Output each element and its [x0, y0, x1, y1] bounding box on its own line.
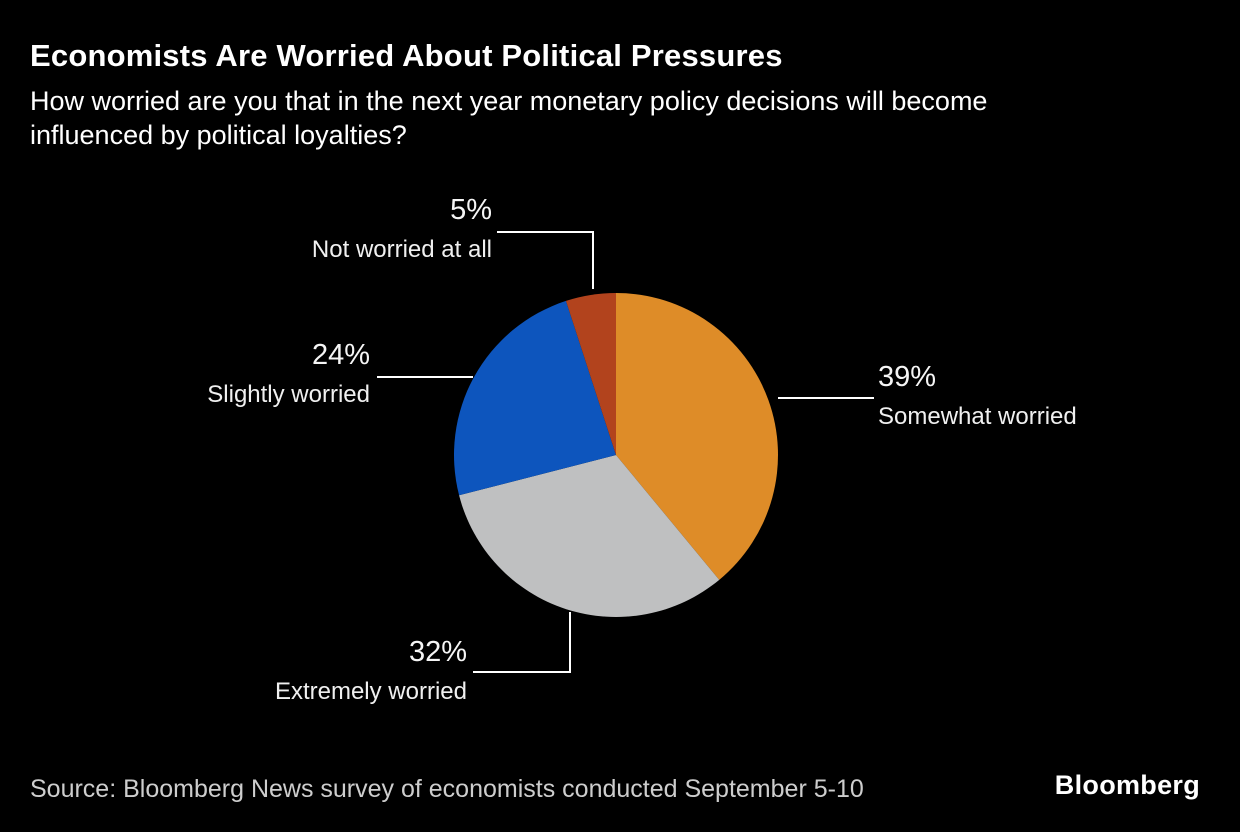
callout-somewhat-worried: 39% Somewhat worried — [878, 361, 1077, 431]
callout-label: Somewhat worried — [878, 403, 1077, 430]
callout-label: Extremely worried — [274, 678, 467, 705]
source-note: Source: Bloomberg News survey of economi… — [30, 775, 864, 803]
callout-extremely-worried: 32% Extremely worried — [275, 636, 467, 706]
leader-line-extremely-worried-vertical — [569, 612, 571, 673]
chart-title: Economists Are Worried About Political P… — [30, 38, 783, 73]
leader-line-not-worried-horizontal — [497, 231, 593, 233]
bloomberg-logo: Bloomberg — [1054, 770, 1200, 800]
pie-slice-somewhat-worried — [616, 293, 778, 580]
pie-svg — [454, 293, 778, 617]
pie-slice-slightly-worried — [454, 300, 616, 496]
pie-slice-not-worried-at-all — [565, 293, 616, 455]
leader-line-somewhat-worried — [778, 397, 874, 399]
chart-subtitle: How worried are you that in the next yea… — [30, 84, 987, 152]
callout-value: 5% — [450, 194, 492, 226]
pie-chart — [454, 293, 778, 617]
callout-not-worried-at-all: 5% Not worried at all — [312, 194, 492, 264]
callout-label: Not worried at all — [311, 236, 492, 263]
chart-subtitle-line-2: influenced by political loyalties? — [30, 120, 407, 150]
leader-line-not-worried-vertical — [592, 231, 594, 289]
callout-value: 32% — [408, 636, 467, 668]
callout-slightly-worried: 24% Slightly worried — [207, 339, 370, 409]
leader-line-slightly-worried — [377, 376, 473, 378]
chart-subtitle-line-1: How worried are you that in the next yea… — [30, 86, 988, 116]
callout-label: Slightly worried — [207, 381, 370, 408]
callout-value: 39% — [878, 361, 937, 393]
pie-slice-extremely-worried — [459, 455, 720, 617]
callout-value: 24% — [311, 339, 370, 371]
leader-line-extremely-worried-horizontal — [473, 671, 571, 673]
